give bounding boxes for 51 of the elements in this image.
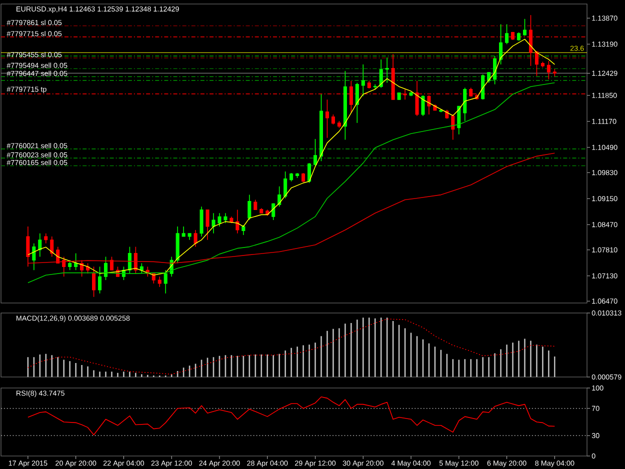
candlestick — [140, 262, 144, 274]
candlestick — [242, 224, 246, 236]
candlestick — [44, 233, 48, 244]
candlestick — [164, 270, 168, 294]
candlestick — [325, 99, 329, 138]
candlestick — [534, 50, 538, 76]
candlestick — [284, 171, 288, 199]
candlestick — [32, 242, 36, 271]
candlestick — [248, 194, 252, 220]
candlestick — [218, 212, 222, 227]
candlestick — [128, 246, 132, 274]
candlestick — [104, 256, 108, 280]
candlestick — [463, 87, 467, 122]
candlestick — [331, 114, 335, 125]
candlestick — [379, 59, 383, 88]
candlestick — [487, 72, 491, 84]
candlestick — [80, 260, 84, 278]
line-series — [28, 396, 556, 436]
candlestick — [74, 252, 78, 271]
candlestick — [26, 226, 30, 268]
candlestick — [200, 206, 204, 237]
candlestick — [493, 56, 497, 85]
candlestick — [236, 209, 240, 234]
candlestick — [522, 18, 527, 36]
candlestick — [421, 94, 425, 116]
candlestick — [98, 266, 102, 294]
candlestick — [134, 246, 138, 274]
candlestick — [110, 256, 114, 271]
candlestick — [451, 114, 455, 140]
candlestick — [302, 172, 306, 183]
candlestick — [272, 202, 276, 220]
candlestick — [38, 233, 42, 258]
candlestick — [50, 236, 54, 258]
candlestick — [68, 260, 72, 271]
candlestick — [361, 64, 365, 97]
candlestick — [254, 199, 258, 210]
candlestick — [158, 276, 162, 288]
candlestick — [385, 57, 389, 84]
candlestick — [308, 162, 312, 184]
candlestick — [206, 209, 210, 240]
candlestick — [182, 226, 186, 237]
candlestick — [505, 24, 509, 45]
candlestick — [212, 212, 216, 234]
candlestick — [92, 266, 96, 298]
candlestick — [499, 24, 503, 65]
candlestick — [313, 138, 318, 167]
candlestick — [224, 212, 228, 224]
candlestick — [194, 230, 198, 248]
candlestick — [481, 74, 485, 100]
candlestick — [355, 82, 359, 124]
candlestick — [546, 60, 550, 80]
